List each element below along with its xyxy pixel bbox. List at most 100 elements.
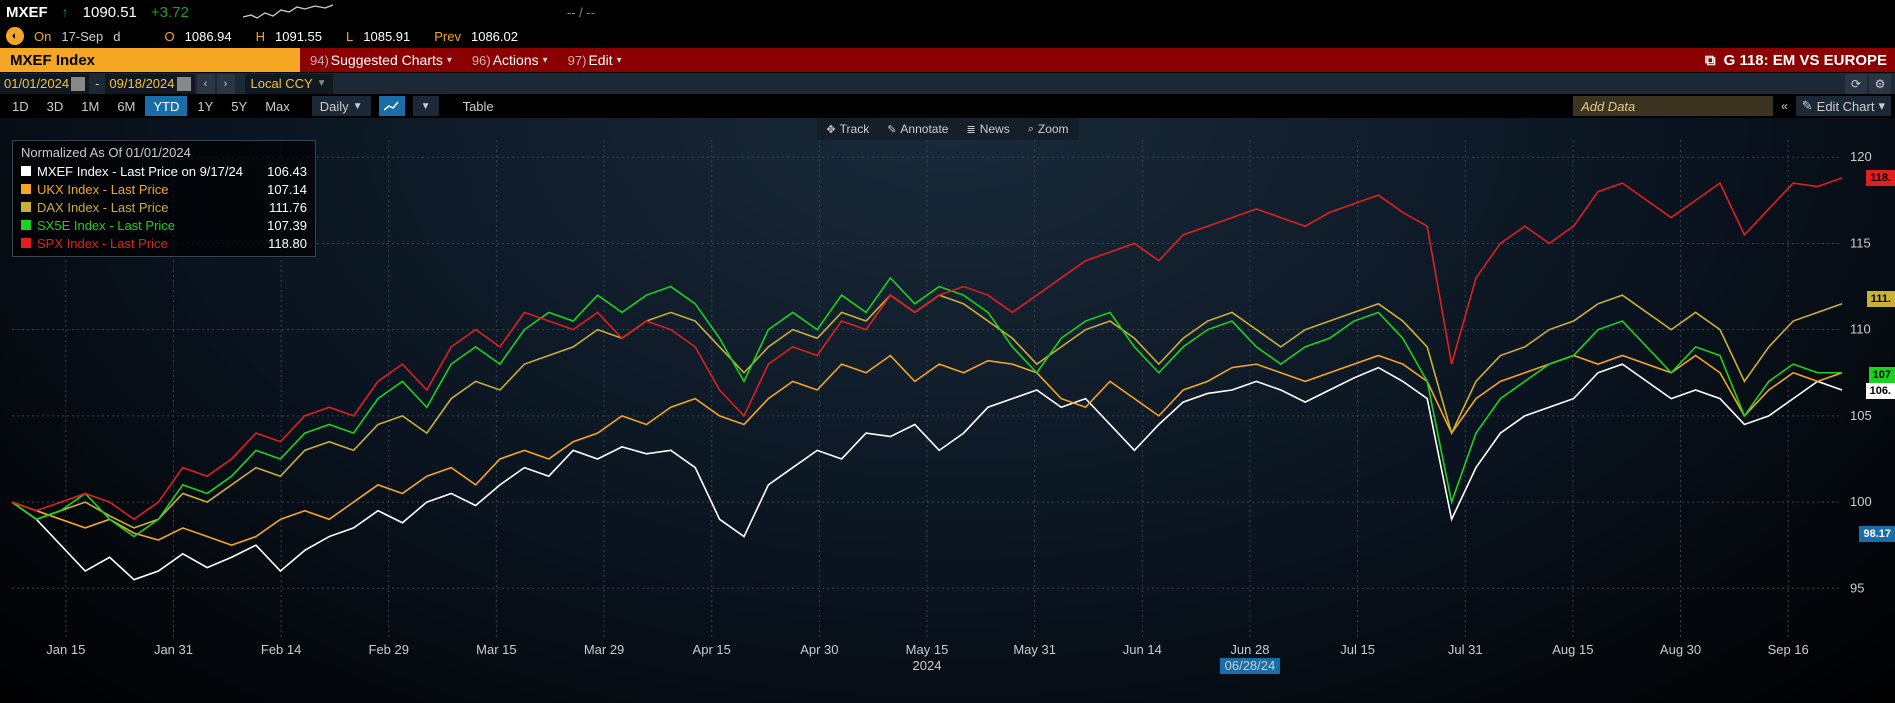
legend-value: 118.80 xyxy=(261,236,307,251)
y-axis-badge: 107 xyxy=(1869,367,1895,383)
legend-swatch xyxy=(21,238,31,248)
chart-type-line-button[interactable] xyxy=(379,96,405,116)
svg-text:Apr 15: Apr 15 xyxy=(693,642,731,657)
sparkline-icon xyxy=(243,3,333,21)
prev-label: Prev xyxy=(434,29,461,44)
svg-text:Aug 15: Aug 15 xyxy=(1552,642,1593,657)
ticker-symbol: MXEF xyxy=(6,4,48,21)
svg-text:Jun 28: Jun 28 xyxy=(1230,642,1269,657)
date-from[interactable]: 01/01/2024 xyxy=(0,74,89,94)
pencil-icon: ✎ xyxy=(1802,98,1813,114)
legend-value: 107.14 xyxy=(261,182,307,197)
currency-select[interactable]: Local CCY ▼ xyxy=(245,74,333,94)
range-1m[interactable]: 1M xyxy=(73,96,107,116)
chevron-down-icon: ▾ xyxy=(543,55,548,66)
date-to[interactable]: 09/18/2024 xyxy=(105,74,194,94)
range-1d[interactable]: 1D xyxy=(4,96,37,116)
menu-edit[interactable]: 97) Edit ▾ xyxy=(558,52,632,68)
add-data-input[interactable]: Add Data xyxy=(1573,96,1773,116)
range-max[interactable]: Max xyxy=(257,96,298,116)
range-ytd[interactable]: YTD xyxy=(145,96,187,116)
menu-number: 97) xyxy=(568,53,587,68)
refresh-button[interactable]: ⟳ xyxy=(1845,74,1867,94)
low-value: 1085.91 xyxy=(363,29,410,44)
chart-area[interactable]: ✥ Track✎ Annotate≣ News⌕ Zoom 9510010511… xyxy=(0,118,1895,703)
y-axis-badge: 98.17 xyxy=(1859,526,1895,542)
legend-value: 106.43 xyxy=(261,164,307,179)
legend-row[interactable]: MXEF Index - Last Price on 9/17/24 106.4… xyxy=(21,162,307,180)
svg-text:105: 105 xyxy=(1850,408,1872,423)
tool-label: Zoom xyxy=(1038,122,1069,136)
ticker-header: MXEF ↑ 1090.51 +3.72 -- / -- xyxy=(0,0,1895,24)
index-name-box[interactable]: MXEF Index xyxy=(0,48,300,72)
prev-value: 1086.02 xyxy=(471,29,518,44)
tool-label: News xyxy=(980,122,1010,136)
range-1y[interactable]: 1Y xyxy=(189,96,221,116)
chart-reference[interactable]: ⧉ G 118: EM VS EUROPE xyxy=(1697,52,1895,69)
session-int: d xyxy=(113,29,120,44)
session-on: On xyxy=(34,29,51,44)
table-button[interactable]: Table xyxy=(453,96,504,116)
svg-text:May 31: May 31 xyxy=(1013,642,1056,657)
legend-swatch xyxy=(21,166,31,176)
annotate-icon: ✎ xyxy=(887,123,896,136)
tool-track[interactable]: ✥ Track xyxy=(818,120,877,138)
svg-text:Feb 14: Feb 14 xyxy=(261,642,301,657)
svg-text:Jan 31: Jan 31 xyxy=(154,642,193,657)
menu-label: Actions xyxy=(493,52,539,68)
up-arrow-icon: ↑ xyxy=(62,4,69,20)
svg-text:100: 100 xyxy=(1850,494,1872,509)
svg-text:Mar 29: Mar 29 xyxy=(584,642,624,657)
collapse-icon[interactable]: « xyxy=(1781,99,1788,113)
range-5y[interactable]: 5Y xyxy=(223,96,255,116)
y-axis-badge: 106. xyxy=(1866,383,1895,399)
menu-number: 96) xyxy=(472,53,491,68)
menu-label: Suggested Charts xyxy=(331,52,443,68)
svg-text:Aug 30: Aug 30 xyxy=(1660,642,1701,657)
interval-select[interactable]: Daily ▼ xyxy=(312,96,371,116)
date-bar: 01/01/2024 - 09/18/2024 ‹ › Local CCY ▼ … xyxy=(0,72,1895,94)
range-3d[interactable]: 3D xyxy=(39,96,72,116)
svg-text:Jul 15: Jul 15 xyxy=(1340,642,1375,657)
range-placeholder: -- / -- xyxy=(567,5,595,20)
tool-annotate[interactable]: ✎ Annotate xyxy=(879,120,956,138)
chart-type-options-button[interactable]: ▼ xyxy=(413,96,439,116)
settings-button[interactable]: ⚙ xyxy=(1869,74,1891,94)
session-date: 17-Sep xyxy=(61,29,103,44)
legend-row[interactable]: UKX Index - Last Price 107.14 xyxy=(21,180,307,198)
add-data-placeholder: Add Data xyxy=(1581,99,1635,114)
legend-row[interactable]: SPX Index - Last Price 118.80 xyxy=(21,234,307,252)
tool-label: Track xyxy=(840,122,870,136)
svg-text:2024: 2024 xyxy=(913,658,942,673)
legend-value: 107.39 xyxy=(261,218,307,233)
menu-label: Edit xyxy=(588,52,612,68)
legend-row[interactable]: DAX Index - Last Price 111.76 xyxy=(21,198,307,216)
svg-text:May 15: May 15 xyxy=(906,642,949,657)
legend-row[interactable]: SX5E Index - Last Price 107.39 xyxy=(21,216,307,234)
range-toolbar: 1D3D1M6MYTD1Y5YMax Daily ▼ ▼ Table Add D… xyxy=(0,94,1895,118)
edit-chart-button[interactable]: ✎ Edit Chart ▾ xyxy=(1796,96,1891,116)
chevron-down-icon: ▾ xyxy=(1878,98,1885,114)
legend-name: SPX Index - Last Price xyxy=(37,236,261,251)
menu-suggested-charts[interactable]: 94) Suggested Charts ▾ xyxy=(300,52,462,68)
legend-name: SX5E Index - Last Price xyxy=(37,218,261,233)
range-6m[interactable]: 6M xyxy=(109,96,143,116)
date-prev-button[interactable]: ‹ xyxy=(197,74,215,94)
tool-news[interactable]: ≣ News xyxy=(958,120,1017,138)
track-icon: ✥ xyxy=(826,123,835,136)
svg-text:110: 110 xyxy=(1850,322,1871,337)
legend-name: MXEF Index - Last Price on 9/17/24 xyxy=(37,164,261,179)
tool-label: Annotate xyxy=(900,122,948,136)
news-icon: ≣ xyxy=(966,123,975,136)
calendar-icon xyxy=(177,77,191,91)
date-from-value: 01/01/2024 xyxy=(4,76,69,91)
menu-actions[interactable]: 96) Actions ▾ xyxy=(462,52,558,68)
tool-zoom[interactable]: ⌕ Zoom xyxy=(1020,120,1077,138)
date-next-button[interactable]: › xyxy=(217,74,235,94)
last-price: 1090.51 xyxy=(83,4,137,21)
chevron-down-icon: ▼ xyxy=(317,78,327,89)
svg-text:Sep 16: Sep 16 xyxy=(1768,642,1809,657)
table-label: Table xyxy=(463,99,494,114)
svg-text:Jun 14: Jun 14 xyxy=(1123,642,1162,657)
edit-chart-label: Edit Chart xyxy=(1817,99,1875,114)
